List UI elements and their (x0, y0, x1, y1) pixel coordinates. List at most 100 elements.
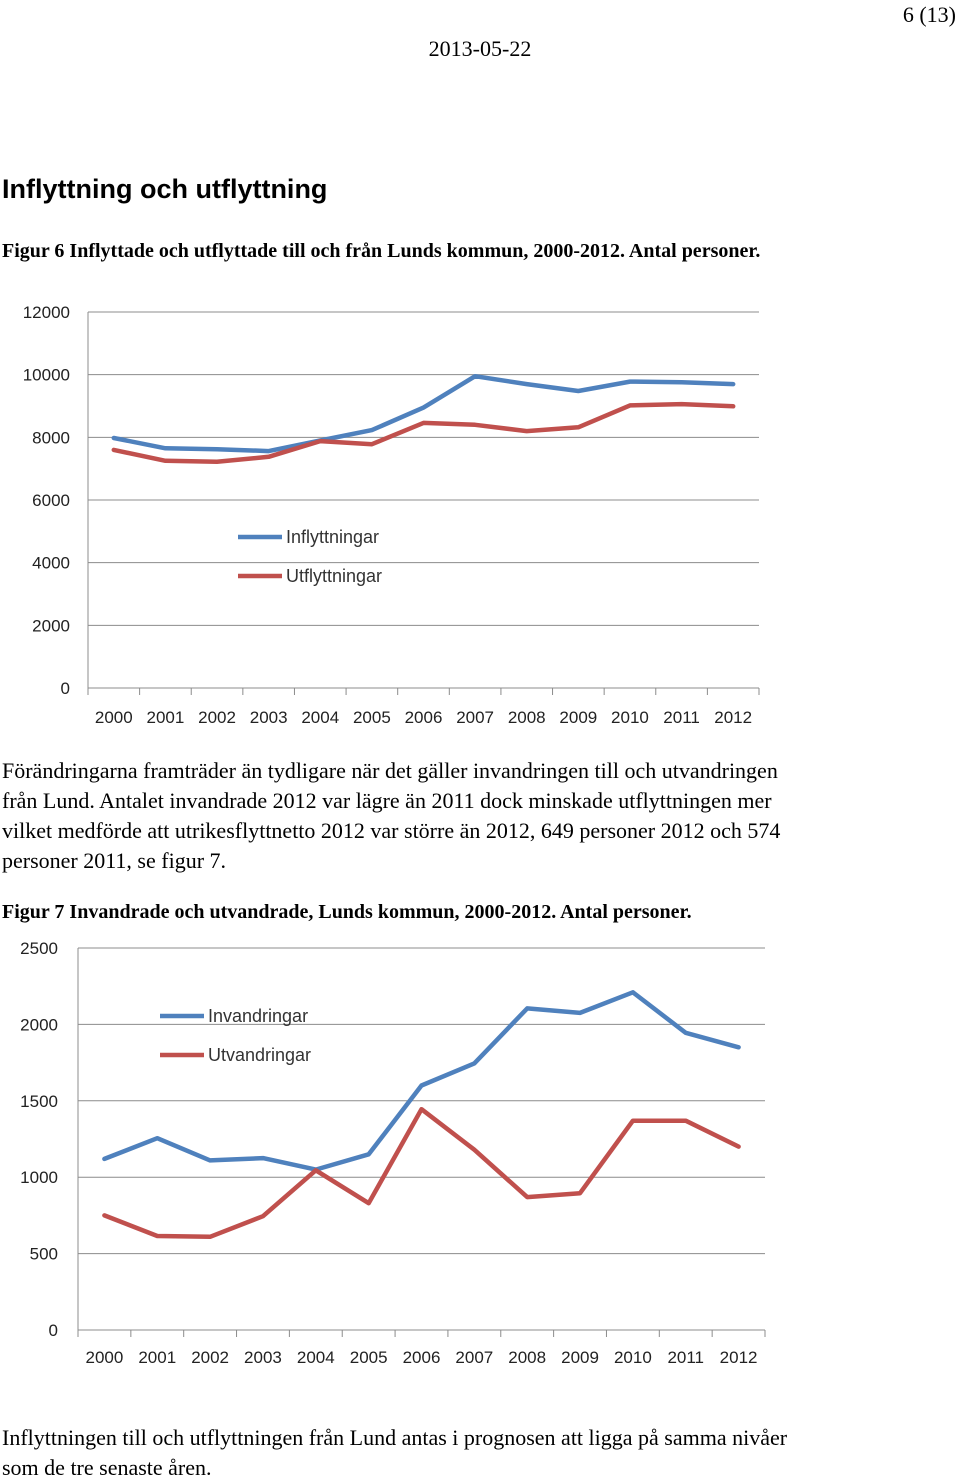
x-tick-label: 2012 (714, 708, 752, 727)
legend-label: Utvandringar (208, 1045, 311, 1065)
x-tick-label: 2010 (611, 708, 649, 727)
y-tick-label: 2000 (32, 616, 70, 635)
x-tick-label: 2007 (456, 708, 494, 727)
y-tick-label: 2500 (20, 939, 58, 958)
x-tick-label: 2002 (198, 708, 236, 727)
series-line-1 (102, 990, 741, 1172)
series-line-2 (111, 401, 736, 465)
data-point (104, 1158, 105, 1159)
x-tick-label: 2001 (147, 708, 185, 727)
data-point (371, 444, 372, 445)
x-tick-label: 2010 (614, 1348, 652, 1367)
figure-7-caption: Figur 7 Invandrade och utvandrade, Lunds… (2, 901, 692, 923)
data-point (474, 1063, 475, 1064)
data-point (320, 441, 321, 442)
x-tick-label: 2003 (244, 1348, 282, 1367)
y-tick-label: 500 (30, 1245, 58, 1264)
data-point (685, 1032, 686, 1033)
x-tick-label: 2012 (720, 1348, 758, 1367)
data-point (685, 1120, 686, 1121)
legend-label: Invandringar (208, 1006, 308, 1026)
data-point (217, 461, 218, 462)
data-point (632, 1120, 633, 1121)
data-point (527, 1197, 528, 1198)
legend-label: Inflyttningar (286, 527, 379, 547)
data-point (113, 449, 114, 450)
data-point (157, 1138, 158, 1139)
paragraph-emigration: Förändringarna framträder än tydligare n… (2, 758, 781, 873)
section-heading: Inflyttning och utflyttning (2, 174, 328, 204)
x-tick-label: 2001 (138, 1348, 176, 1367)
figure-6-caption: Figur 6 Inflyttade och utflyttade till o… (2, 240, 761, 262)
data-point (157, 1236, 158, 1237)
x-tick-label: 2002 (191, 1348, 229, 1367)
x-tick-label: 2009 (559, 708, 597, 727)
data-point (629, 381, 630, 382)
data-point (474, 1149, 475, 1150)
data-point (165, 448, 166, 449)
y-tick-label: 6000 (32, 491, 70, 510)
page-number: 6 (13) (902, 2, 956, 27)
paragraph-forecast: Inflyttningen till och utflyttningen frå… (2, 1425, 788, 1480)
data-point (738, 1146, 739, 1147)
y-tick-label: 12000 (23, 303, 70, 322)
x-tick-label: 2003 (250, 708, 288, 727)
data-point (681, 382, 682, 383)
x-tick-label: 2005 (350, 1348, 388, 1367)
data-point (368, 1203, 369, 1204)
y-tick-label: 1500 (20, 1092, 58, 1111)
data-point (268, 456, 269, 457)
y-tick-label: 2000 (20, 1015, 58, 1034)
data-point (262, 1158, 263, 1159)
x-tick-label: 2005 (353, 708, 391, 727)
data-point (738, 1047, 739, 1048)
x-tick-label: 2011 (663, 708, 700, 727)
y-tick-label: 1000 (20, 1168, 58, 1187)
y-tick-label: 8000 (32, 428, 70, 447)
y-tick-label: 10000 (23, 366, 70, 385)
data-point (527, 1008, 528, 1009)
x-tick-label: 2008 (508, 708, 546, 727)
data-point (421, 1109, 422, 1110)
x-tick-label: 2006 (405, 708, 443, 727)
x-tick-label: 2007 (455, 1348, 493, 1367)
x-tick-label: 2008 (508, 1348, 546, 1367)
x-tick-label: 2009 (561, 1348, 599, 1367)
document-date: 2013-05-22 (428, 36, 532, 61)
data-point (371, 430, 372, 431)
data-point (113, 437, 114, 438)
x-tick-label: 2011 (667, 1348, 704, 1367)
series-line-1 (111, 373, 736, 454)
data-point (578, 390, 579, 391)
data-point (423, 422, 424, 423)
chart-invandring-utvandring: 0 500 1000 1500 2000 2500 2000 2001 2002 2003 2004… (20, 939, 766, 1367)
x-tick-label: 2004 (301, 708, 339, 727)
x-tick-label: 2004 (297, 1348, 335, 1367)
legend-label: Utflyttningar (286, 566, 382, 586)
data-point (526, 431, 527, 432)
y-tick-label: 0 (49, 1321, 58, 1340)
x-tick-label: 2006 (403, 1348, 441, 1367)
data-point (733, 406, 734, 407)
x-tick-label: 2000 (95, 708, 133, 727)
y-tick-label: 0 (61, 679, 70, 698)
data-point (268, 451, 269, 452)
data-point (165, 460, 166, 461)
series-line-2 (102, 1106, 741, 1240)
data-point (262, 1216, 263, 1217)
data-point (580, 1193, 581, 1194)
data-point (210, 1160, 211, 1161)
chart-inflyttning-utflyttning: 0 2000 4000 6000 8000 10000 12000 2000 2001 2002 2… (23, 303, 760, 727)
data-point (526, 384, 527, 385)
data-point (629, 405, 630, 406)
data-point (423, 407, 424, 408)
data-point (578, 427, 579, 428)
x-tick-label: 2000 (86, 1348, 124, 1367)
data-point (733, 384, 734, 385)
data-point (632, 992, 633, 993)
data-point (368, 1154, 369, 1155)
data-point (475, 424, 476, 425)
y-tick-label: 4000 (32, 554, 70, 573)
data-point (580, 1012, 581, 1013)
data-point (217, 449, 218, 450)
